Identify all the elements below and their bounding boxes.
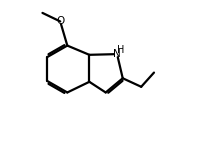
Text: H: H (117, 45, 124, 55)
Text: O: O (56, 16, 64, 26)
Text: N: N (113, 49, 121, 59)
